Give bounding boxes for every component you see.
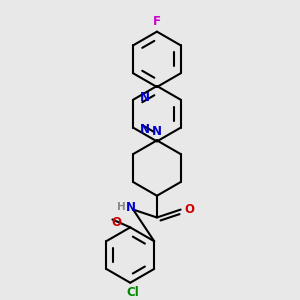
Text: N: N: [140, 123, 150, 136]
Text: H: H: [117, 202, 126, 212]
Text: N: N: [126, 201, 136, 214]
Text: F: F: [153, 15, 161, 28]
Text: N: N: [152, 125, 162, 138]
Text: Cl: Cl: [127, 286, 140, 299]
Text: O: O: [111, 216, 122, 229]
Text: N: N: [140, 92, 150, 104]
Text: O: O: [184, 203, 194, 216]
